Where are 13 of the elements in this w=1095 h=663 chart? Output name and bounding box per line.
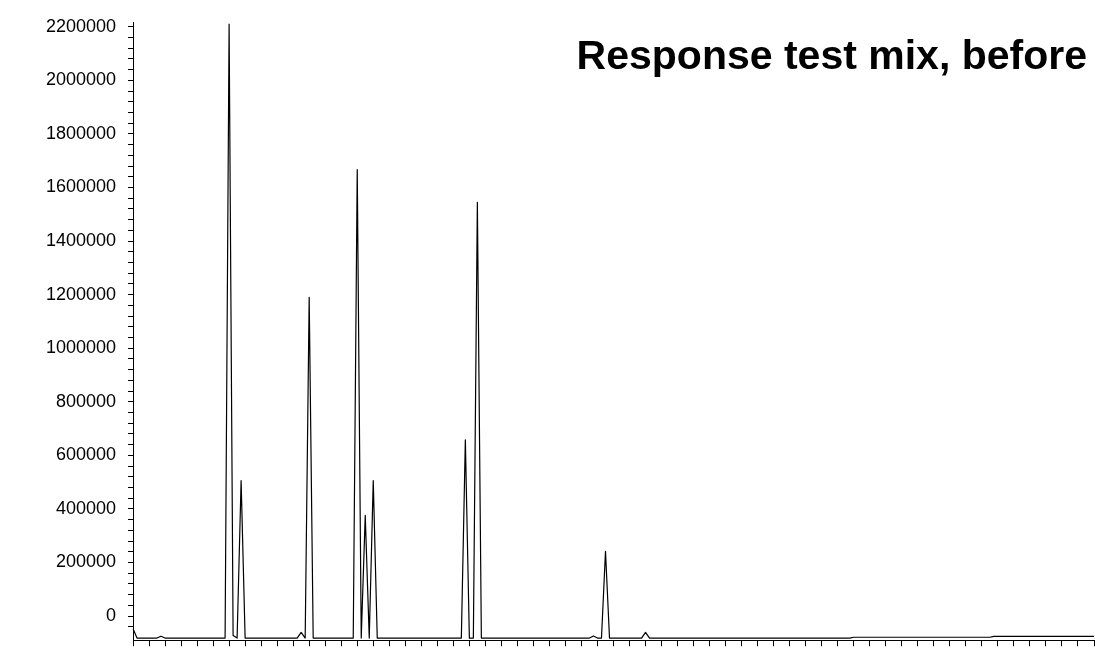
y-tick-label: 2200000 bbox=[45, 15, 116, 36]
y-tick-label: 1800000 bbox=[45, 122, 116, 143]
y-tick-label: 1400000 bbox=[45, 230, 116, 251]
y-tick-label: 1600000 bbox=[45, 176, 116, 197]
y-tick-label: 1000000 bbox=[45, 337, 116, 358]
y-tick-label: 400000 bbox=[55, 497, 116, 518]
y-tick-label: 0 bbox=[105, 605, 116, 626]
y-tick-label: 600000 bbox=[55, 444, 116, 465]
chart-title: Response test mix, before bbox=[576, 32, 1087, 79]
y-tick-label: 200000 bbox=[55, 551, 116, 572]
y-tick-label: 1200000 bbox=[45, 283, 116, 304]
y-tick-label: 2000000 bbox=[45, 69, 116, 90]
y-tick-label: 800000 bbox=[55, 390, 116, 411]
